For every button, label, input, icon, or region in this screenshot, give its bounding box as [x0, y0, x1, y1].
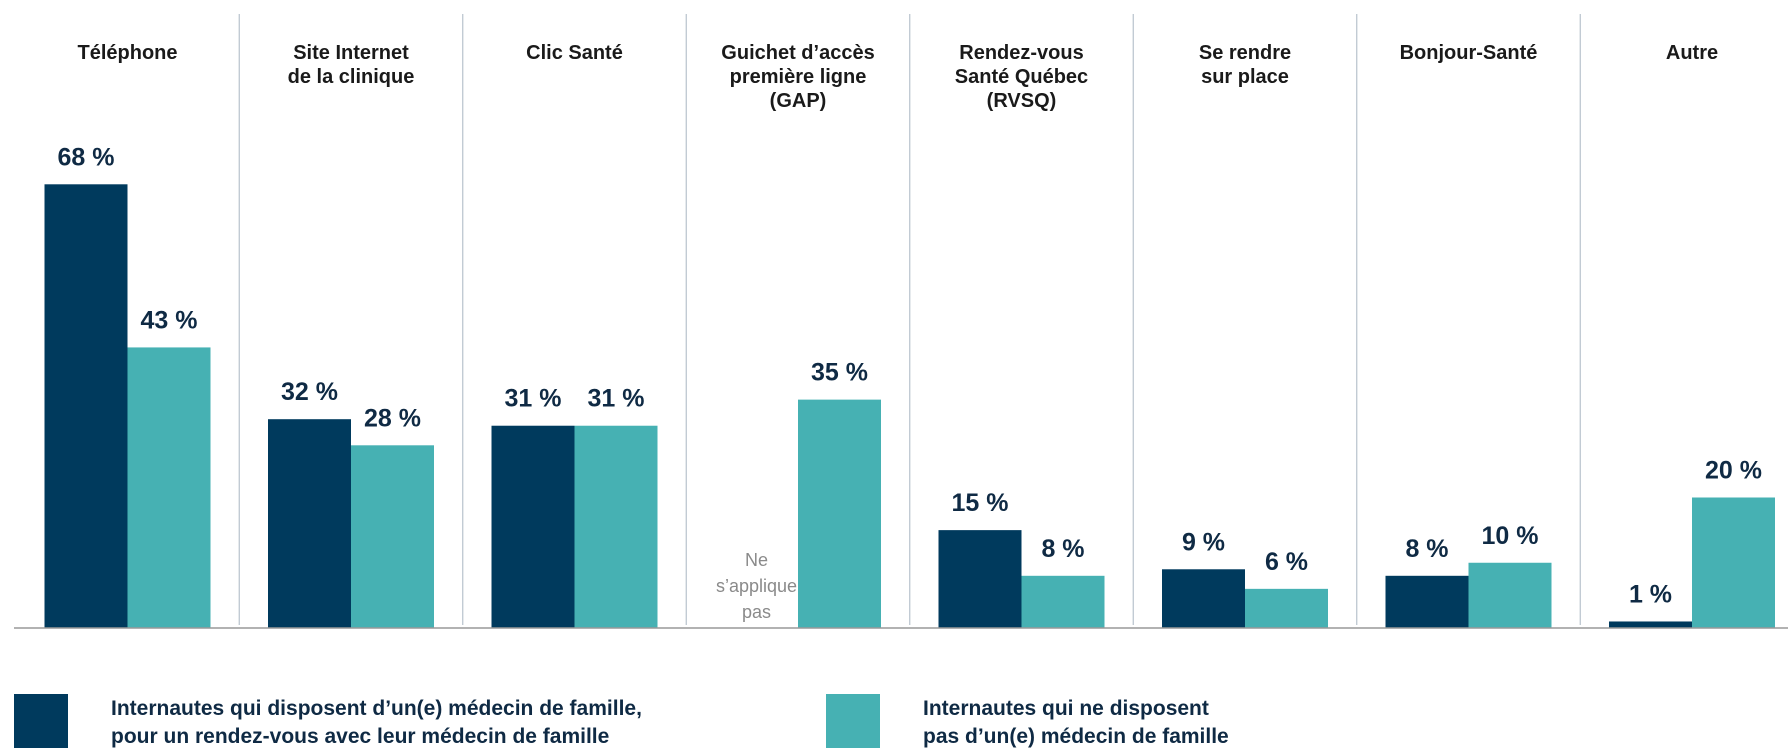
- legend-label: Internautes qui disposent d’un(e) médeci…: [111, 697, 642, 748]
- legend-swatch: [14, 694, 68, 748]
- bar: [1245, 588, 1328, 628]
- value-label: 1 %: [1629, 580, 1672, 608]
- bar: [127, 347, 211, 628]
- bar: [491, 425, 575, 628]
- bar: [1385, 575, 1469, 628]
- bar: [574, 425, 658, 628]
- value-label: 28 %: [364, 404, 421, 432]
- value-label: 35 %: [811, 358, 868, 386]
- category-label: Site Internet de la clinique: [288, 42, 415, 88]
- bar: [351, 445, 434, 628]
- bar: [1162, 569, 1245, 628]
- value-label: 10 %: [1482, 521, 1539, 549]
- value-label: 15 %: [952, 489, 1009, 517]
- value-label: 68 %: [58, 143, 115, 171]
- category-label: Guichet d’accès première ligne (GAP): [721, 42, 874, 112]
- value-label: 32 %: [281, 378, 338, 406]
- value-label: 6 %: [1265, 547, 1308, 575]
- category-label: Se rendre sur place: [1199, 42, 1291, 88]
- bar: [1021, 575, 1105, 628]
- category-label: Autre: [1666, 42, 1718, 64]
- bar: [1692, 497, 1775, 628]
- bar: [938, 530, 1022, 628]
- bar: [268, 419, 351, 628]
- legend-swatch: [826, 694, 880, 748]
- value-label: 9 %: [1182, 528, 1225, 556]
- category-label: Bonjour-Santé: [1400, 42, 1538, 64]
- value-label: 43 %: [141, 306, 198, 334]
- value-label: 8 %: [1041, 534, 1084, 562]
- category-label: Rendez-vous Santé Québec (RVSQ): [955, 42, 1088, 112]
- value-label: 20 %: [1705, 456, 1762, 484]
- bar: [1468, 562, 1552, 628]
- bar: [1609, 621, 1692, 628]
- category-label: Clic Santé: [526, 42, 623, 64]
- value-label: 8 %: [1405, 534, 1448, 562]
- legend-label: Internautes qui ne disposent pas d’un(e) …: [923, 697, 1229, 748]
- annotation: Ne s’applique pas: [716, 550, 797, 622]
- bar: [798, 399, 881, 628]
- bar: [44, 184, 128, 629]
- category-label: Téléphone: [77, 42, 177, 64]
- value-label: 31 %: [588, 384, 645, 412]
- value-label: 31 %: [505, 384, 562, 412]
